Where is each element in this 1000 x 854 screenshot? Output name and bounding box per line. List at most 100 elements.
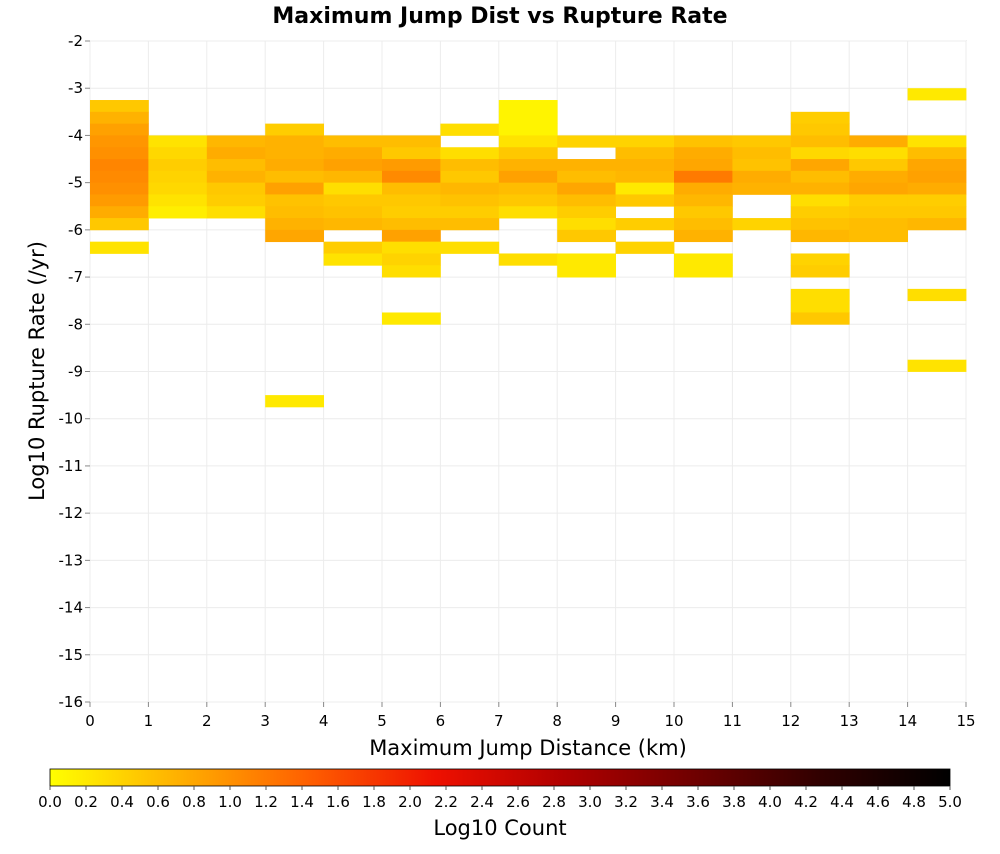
heatmap-cell [90, 194, 149, 207]
heatmap-cell [674, 194, 733, 207]
heatmap-cell [90, 159, 149, 172]
heatmap-cell [849, 135, 908, 148]
colorbar-tick-label: 1.0 [218, 793, 242, 811]
heatmap-cell [674, 253, 733, 266]
heatmap-cell [265, 147, 324, 160]
heatmap-cell [498, 170, 558, 184]
heatmap-cell [907, 194, 967, 207]
heatmap-cell [557, 218, 616, 231]
colorbar-tick-label: 0.4 [110, 793, 134, 811]
colorbar-tick-label: 3.0 [578, 793, 602, 811]
heatmap-cell [732, 159, 792, 172]
heatmap-cell [674, 159, 733, 172]
heatmap-cell [849, 170, 908, 184]
heatmap-cell [498, 123, 558, 136]
colorbar-tick-label: 1.4 [290, 793, 314, 811]
heatmap-cell [849, 206, 908, 219]
heatmap-cell [440, 182, 500, 195]
colorbar-tick-label: 5.0 [938, 793, 962, 811]
x-tick-label: 4 [319, 712, 329, 730]
x-tick-label: 0 [85, 712, 95, 730]
y-tick-label: -7 [68, 268, 83, 286]
heatmap-cell [148, 206, 208, 219]
heatmap-cell [382, 241, 441, 254]
heatmap-cell [265, 206, 324, 219]
heatmap-cell [382, 253, 441, 266]
heatmap-cell [849, 182, 908, 195]
heatmap-cell [557, 194, 616, 207]
heatmap-cell [790, 300, 850, 313]
heatmap-cell [382, 218, 441, 231]
colorbar-tick-label: 2.2 [434, 793, 458, 811]
heatmap-cell [790, 265, 850, 278]
heatmap-cell [148, 159, 208, 172]
heatmap-cell [265, 229, 324, 243]
heatmap-cell [323, 206, 383, 219]
y-tick-label: -10 [59, 410, 84, 428]
y-tick-label: -2 [68, 32, 83, 50]
heatmap-cell [498, 135, 558, 148]
heatmap-cell [907, 359, 967, 372]
x-tick-label: 2 [202, 712, 212, 730]
heatmap-cell [907, 159, 967, 172]
x-tick-label: 15 [956, 712, 975, 730]
heatmap-cell [732, 218, 792, 231]
heatmap-cell [206, 135, 266, 148]
heatmap-cell [498, 182, 558, 195]
heatmap-cell [732, 170, 792, 184]
heatmap-cell [323, 253, 383, 266]
x-tick-label: 3 [260, 712, 270, 730]
heatmap-cell [674, 218, 733, 231]
heatmap-cell [557, 229, 616, 243]
heatmap-cell [90, 218, 149, 231]
heatmap-cell [323, 194, 383, 207]
heatmap-cell [674, 147, 733, 160]
y-tick-label: -3 [68, 79, 83, 97]
colorbar-label: Log10 Count [433, 816, 566, 840]
x-tick-label: 9 [611, 712, 621, 730]
heatmap-cell [382, 159, 441, 172]
colorbar-tick-label: 2.8 [542, 793, 566, 811]
heatmap-cell [382, 265, 441, 278]
y-tick-label: -11 [59, 457, 84, 475]
colorbar-tick-label: 0.0 [38, 793, 62, 811]
x-tick-label: 6 [436, 712, 446, 730]
heatmap-cell [498, 147, 558, 160]
heatmap-cell [206, 194, 266, 207]
y-tick-label: -14 [59, 599, 84, 617]
x-tick-label: 12 [781, 712, 800, 730]
colorbar-tick-label: 2.6 [506, 793, 530, 811]
colorbar-tick-label: 3.6 [686, 793, 710, 811]
heatmap-cell [615, 194, 675, 207]
heatmap-cell [907, 135, 967, 148]
x-tick-label: 1 [144, 712, 154, 730]
heatmap-cell [148, 170, 208, 184]
colorbar-tick-label: 1.8 [362, 793, 386, 811]
heatmap-cell [498, 194, 558, 207]
heatmap-cell [382, 135, 441, 148]
heatmap-cell [498, 253, 558, 266]
y-tick-label: -8 [68, 315, 83, 333]
heatmap-cell [498, 111, 558, 125]
heatmap-cell [790, 312, 850, 325]
colorbar-tick-label: 4.4 [830, 793, 854, 811]
heatmap-cell [790, 182, 850, 195]
heatmap-cell [557, 265, 616, 278]
heatmap-cell [615, 218, 675, 231]
colorbar-tick-label: 4.0 [758, 793, 782, 811]
heatmap-cell [382, 182, 441, 195]
y-tick-label: -5 [68, 174, 83, 192]
heatmap-cell [907, 288, 967, 302]
heatmap-cell [440, 194, 500, 207]
heatmap-cell [265, 218, 324, 231]
heatmap-cell [615, 182, 675, 195]
heatmap-cells [90, 88, 967, 408]
colorbar-tick-label: 4.8 [902, 793, 926, 811]
heatmap-cell [206, 170, 266, 184]
heatmap-cell [382, 229, 441, 243]
heatmap-cell [323, 241, 383, 254]
heatmap-cell [90, 147, 149, 160]
heatmap-cell [440, 147, 500, 160]
colorbar-tick-label: 0.6 [146, 793, 170, 811]
heatmap-cell [498, 206, 558, 219]
